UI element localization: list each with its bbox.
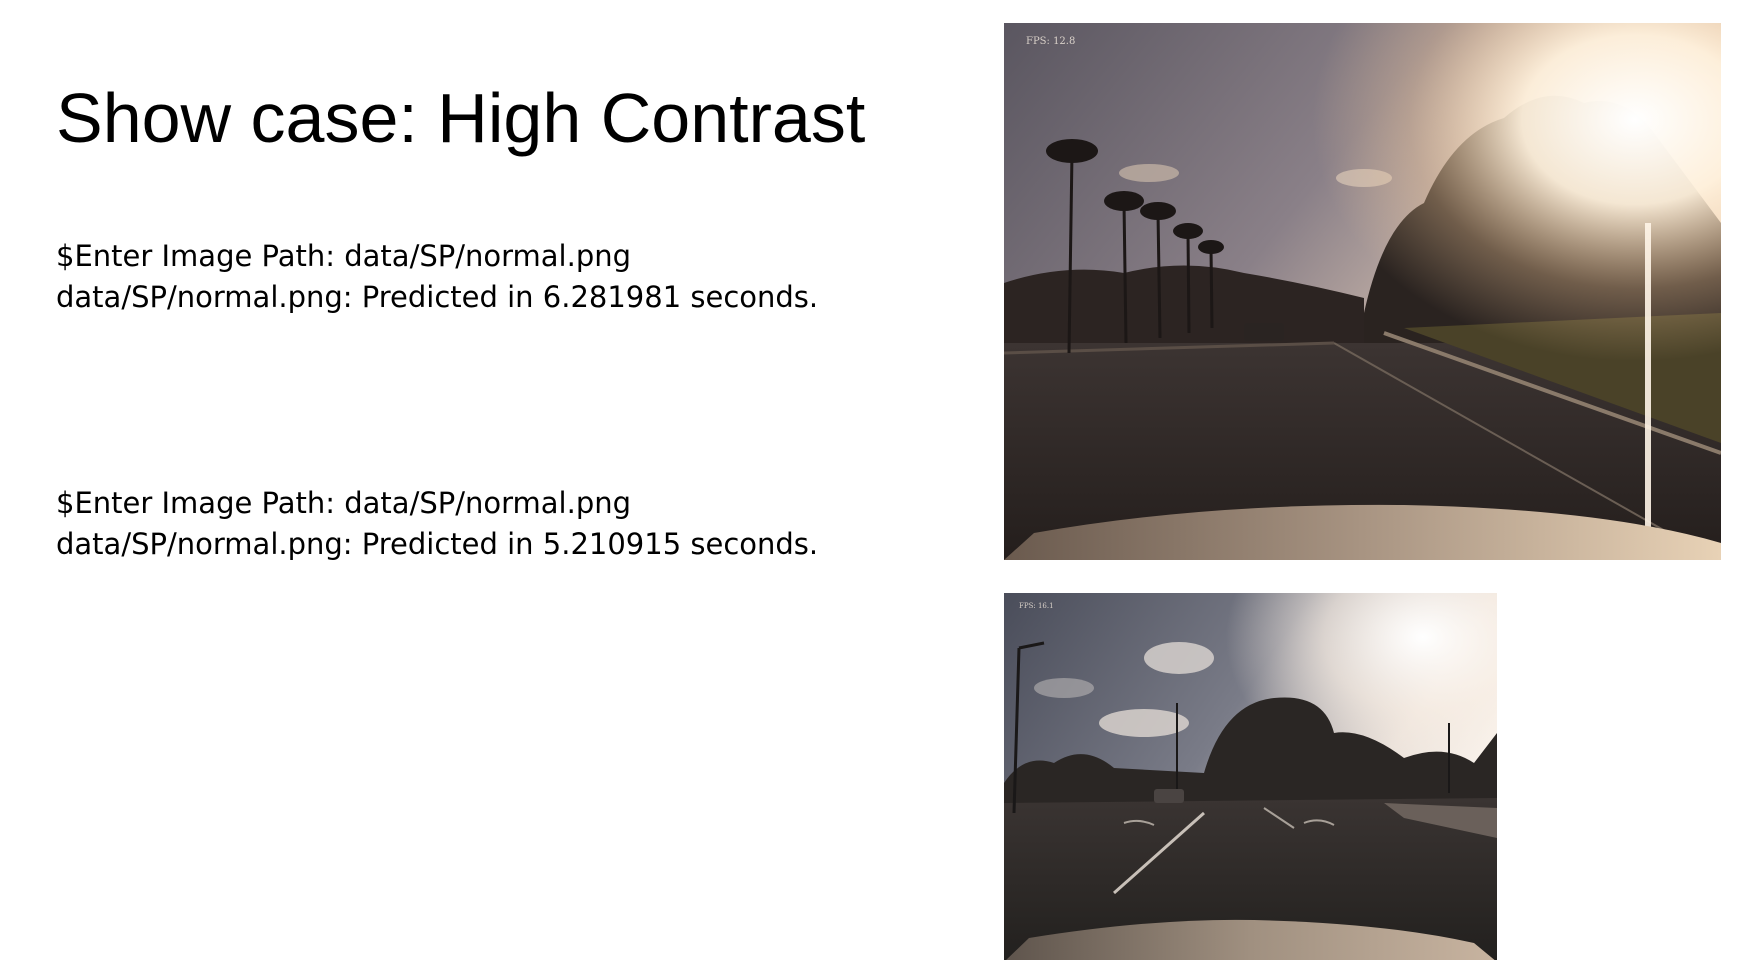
log-block-1: $Enter Image Path: data/SP/normal.png da… (56, 236, 818, 318)
road-scene-image-1 (1004, 23, 1721, 560)
fps-label: FPS: 12.8 (1026, 36, 1076, 47)
log-command-line: $Enter Image Path: data/SP/normal.png (56, 239, 632, 273)
log-command-line: $Enter Image Path: data/SP/normal.png (56, 486, 632, 520)
fps-label: FPS: 16.1 (1019, 602, 1054, 610)
log-block-2: $Enter Image Path: data/SP/normal.png da… (56, 483, 818, 565)
camera-frame-1: FPS: 12.8 (1004, 23, 1721, 560)
log-result-line: data/SP/normal.png: Predicted in 5.21091… (56, 527, 819, 561)
slide-title: Show case: High Contrast (56, 79, 866, 157)
log-result-line: data/SP/normal.png: Predicted in 6.28198… (56, 280, 819, 314)
road-scene-image-2 (1004, 593, 1497, 960)
camera-frame-2: FPS: 16.1 (1004, 593, 1497, 960)
